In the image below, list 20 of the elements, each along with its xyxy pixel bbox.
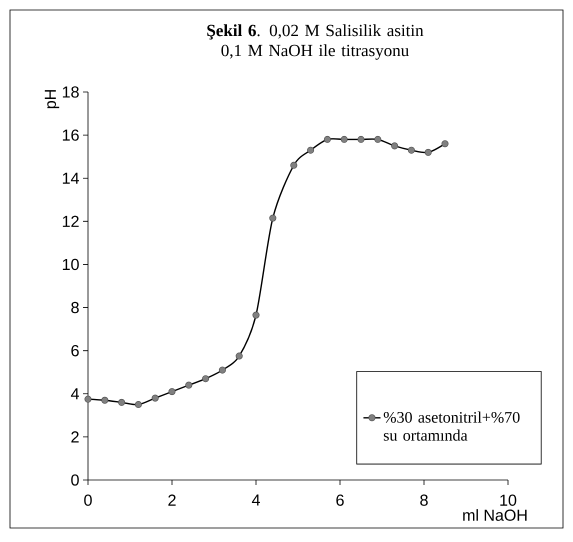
- y-tick-label: 2: [71, 431, 79, 442]
- y-tick-label: 12: [62, 216, 79, 227]
- legend-label: %30 asetonitril+%70 su ortamında: [384, 411, 520, 441]
- y-tick-label: 18: [62, 86, 79, 98]
- x-tick-label: 10: [500, 494, 516, 506]
- y-tick-label: 0: [71, 474, 79, 486]
- x-axis-title: ml NaOH: [463, 509, 527, 521]
- x-tick-label: 0: [84, 494, 92, 506]
- y-tick-label: 14: [62, 172, 79, 184]
- x-tick-label: 6: [336, 494, 344, 506]
- x-tick-label: 4: [252, 494, 260, 506]
- y-axis-title: pH: [44, 90, 60, 108]
- y-tick-label: 10: [62, 258, 79, 270]
- y-tick-label: 8: [71, 302, 79, 314]
- y-tick-label: 4: [70, 388, 79, 400]
- y-tick-label: 6: [71, 345, 79, 356]
- y-tick-label: 16: [62, 129, 79, 141]
- x-tick-label: 8: [420, 494, 428, 506]
- chart-title: Şekil 6. 0,02 M Salisilik asitin 0,1 M NaOH ile titrasyonu: [207, 24, 424, 60]
- x-tick-label: 2: [168, 494, 176, 506]
